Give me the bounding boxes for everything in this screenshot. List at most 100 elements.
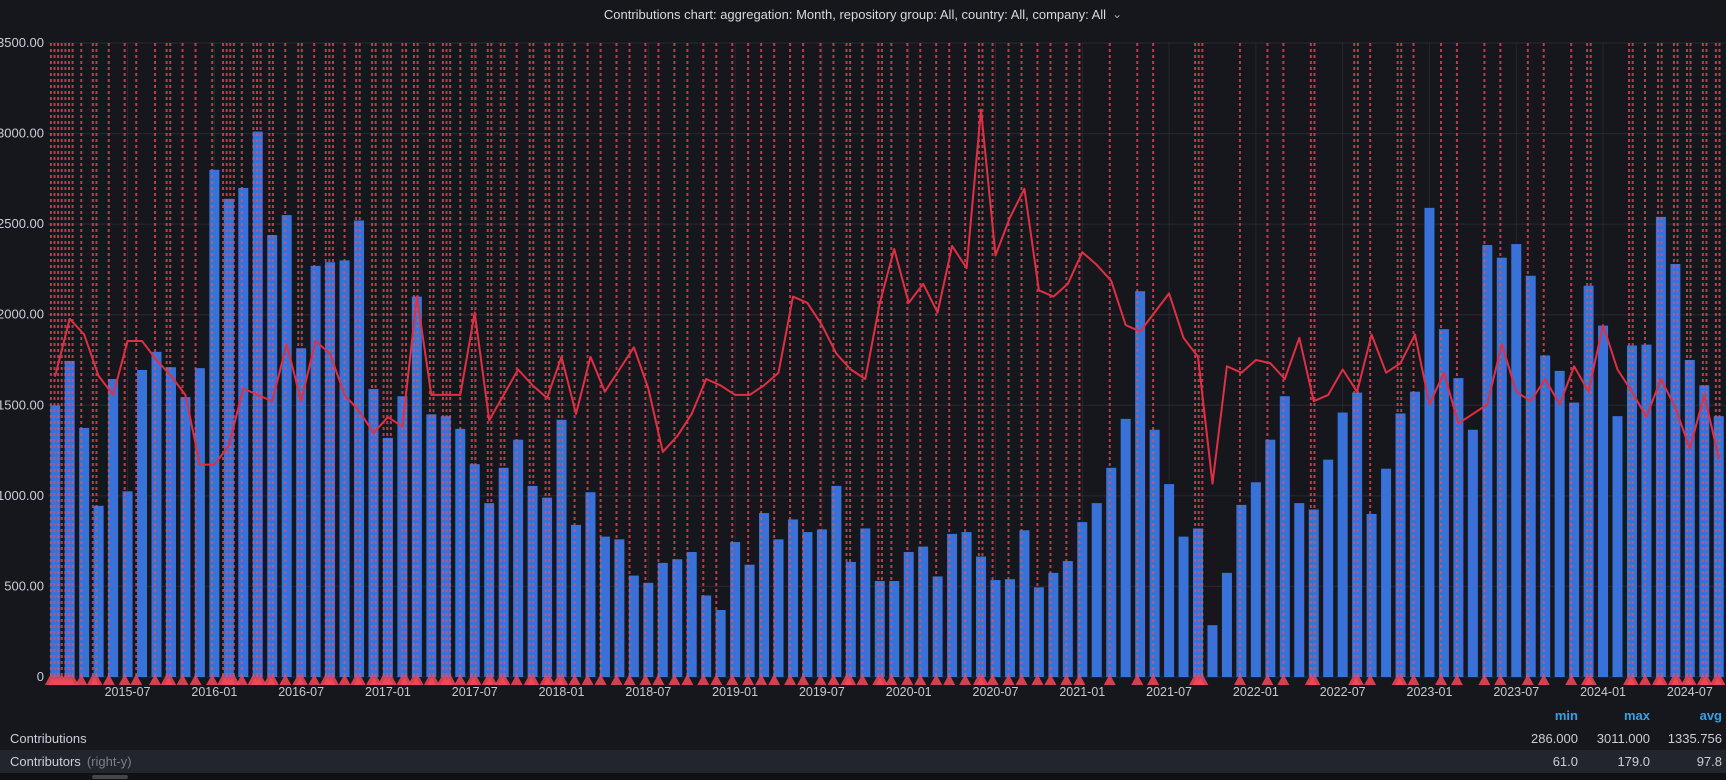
contributions-bar[interactable] <box>1236 504 1247 677</box>
contributions-bar[interactable] <box>209 169 220 678</box>
annotation-triangle-icon[interactable] <box>1031 674 1044 685</box>
contributions-bar[interactable] <box>701 595 712 677</box>
contributions-bar[interactable] <box>715 609 726 677</box>
annotation-triangle-icon[interactable] <box>814 674 827 685</box>
contributions-bar[interactable] <box>1453 378 1464 677</box>
contributions-bar[interactable] <box>831 485 842 677</box>
annotation-triangle-icon[interactable] <box>102 674 115 685</box>
annotation-triangle-icon[interactable] <box>610 674 623 685</box>
contributions-bar[interactable] <box>1496 257 1507 677</box>
contributions-bar[interactable] <box>484 503 495 677</box>
contributions-bar[interactable] <box>469 464 480 677</box>
annotation-triangle-icon[interactable] <box>295 674 308 685</box>
contributions-bar[interactable] <box>382 437 393 677</box>
annotation-triangle-icon[interactable] <box>681 674 694 685</box>
annotation-triangle-icon[interactable] <box>1435 674 1448 685</box>
annotation-triangle-icon[interactable] <box>1277 674 1290 685</box>
contributions-bar[interactable] <box>1120 418 1131 677</box>
contributions-bar[interactable] <box>1337 412 1348 677</box>
contributions-bar[interactable] <box>1569 402 1580 677</box>
contributions-bar[interactable] <box>165 367 176 677</box>
contributions-bar[interactable] <box>542 497 553 677</box>
annotation-triangle-icon[interactable] <box>885 674 898 685</box>
contributions-bar[interactable] <box>585 492 596 677</box>
annotation-triangle-icon[interactable] <box>149 674 162 685</box>
annotation-triangle-icon[interactable] <box>844 674 857 685</box>
annotation-triangle-icon[interactable] <box>1364 674 1377 685</box>
contributions-bar[interactable] <box>223 198 234 678</box>
contributions-bar[interactable] <box>1670 263 1681 677</box>
contributions-bar[interactable] <box>1294 503 1305 677</box>
annotation-triangle-icon[interactable] <box>1395 674 1408 685</box>
annotation-triangle-icon[interactable] <box>901 674 914 685</box>
contributions-bar[interactable] <box>657 562 668 677</box>
contributions-bar[interactable] <box>614 539 625 677</box>
contributions-bar[interactable] <box>1598 325 1609 677</box>
annotation-triangle-icon[interactable] <box>976 674 989 685</box>
contributions-bar[interactable] <box>108 379 119 677</box>
contributions-bar[interactable] <box>1381 468 1392 677</box>
contributions-bar[interactable] <box>860 528 871 677</box>
annotation-triangle-icon[interactable] <box>784 674 797 685</box>
annotation-triangle-icon[interactable] <box>710 674 723 685</box>
annotation-triangle-icon[interactable] <box>594 674 607 685</box>
annotation-triangle-icon[interactable] <box>1196 674 1209 685</box>
contributions-bar[interactable] <box>1106 467 1117 677</box>
contributions-bar[interactable] <box>411 296 422 677</box>
contributions-bar[interactable] <box>426 414 437 677</box>
contributions-bar[interactable] <box>1699 385 1710 677</box>
annotation-triangle-icon[interactable] <box>914 674 927 685</box>
annotation-triangle-icon[interactable] <box>235 674 248 685</box>
annotation-triangle-icon[interactable] <box>1565 674 1578 685</box>
annotation-triangle-icon[interactable] <box>189 674 202 685</box>
contributions-bar[interactable] <box>180 397 191 677</box>
annotation-triangle-icon[interactable] <box>1537 674 1550 685</box>
annotation-triangle-icon[interactable] <box>1351 674 1364 685</box>
annotation-triangle-icon[interactable] <box>1103 674 1116 685</box>
legend-col-avg[interactable]: avg <box>1699 708 1722 723</box>
annotation-triangle-icon[interactable] <box>1073 674 1086 685</box>
annotation-triangle-icon[interactable] <box>1684 674 1697 685</box>
contributors-line[interactable] <box>54 108 1720 485</box>
annotation-triangle-icon[interactable] <box>1261 674 1274 685</box>
contributions-bar[interactable] <box>1077 522 1088 677</box>
contributions-bar[interactable] <box>672 559 683 677</box>
annotation-triangle-icon[interactable] <box>326 674 339 685</box>
annotation-triangle-icon[interactable] <box>1671 674 1684 685</box>
contributions-bar[interactable] <box>1641 344 1652 677</box>
annotation-triangle-icon[interactable] <box>469 674 482 685</box>
annotation-triangle-icon[interactable] <box>338 674 351 685</box>
annotation-triangle-icon[interactable] <box>400 674 413 685</box>
contributions-bar[interactable] <box>1540 355 1551 677</box>
annotation-triangle-icon[interactable] <box>1233 674 1246 685</box>
legend-series-label[interactable]: Contributors <box>10 754 81 769</box>
chart-area[interactable]: 3500.00 3000.00 2500.00 2000.00 1500.00 1000.… <box>0 28 1726 704</box>
annotation-triangle-icon[interactable] <box>1015 674 1028 685</box>
contributions-bar[interactable] <box>455 428 466 677</box>
contributions-bar[interactable] <box>773 539 784 677</box>
contributions-bar[interactable] <box>281 215 292 678</box>
contributions-bar[interactable] <box>947 533 958 677</box>
contributions-bar[interactable] <box>918 546 929 677</box>
annotation-triangle-icon[interactable] <box>1308 674 1321 685</box>
annotation-triangle-icon[interactable] <box>454 674 467 685</box>
annotation-triangle-icon[interactable] <box>527 674 540 685</box>
annotation-triangle-icon[interactable] <box>279 674 292 685</box>
contributions-bar[interactable] <box>1004 579 1015 677</box>
contributions-bar[interactable] <box>759 513 770 677</box>
contributions-bar[interactable] <box>513 439 524 677</box>
annotation-triangle-icon[interactable] <box>986 674 999 685</box>
contributions-bar[interactable] <box>1207 625 1218 677</box>
panel-title[interactable]: Contributions chart: aggregation: Month,… <box>603 6 1107 22</box>
contributions-bar[interactable] <box>527 485 538 677</box>
annotation-triangle-icon[interactable] <box>755 674 768 685</box>
annotation-triangle-icon[interactable] <box>75 674 88 685</box>
contributions-bar[interactable] <box>802 532 813 677</box>
contributions-bar[interactable] <box>787 519 798 677</box>
annotation-triangle-icon[interactable] <box>498 674 511 685</box>
legend-col-min[interactable]: min <box>1554 708 1578 723</box>
contributions-bar[interactable] <box>1048 572 1059 677</box>
annotation-triangle-icon[interactable] <box>1494 674 1507 685</box>
contributions-bar[interactable] <box>354 220 365 677</box>
contributions-bar[interactable] <box>744 564 755 677</box>
